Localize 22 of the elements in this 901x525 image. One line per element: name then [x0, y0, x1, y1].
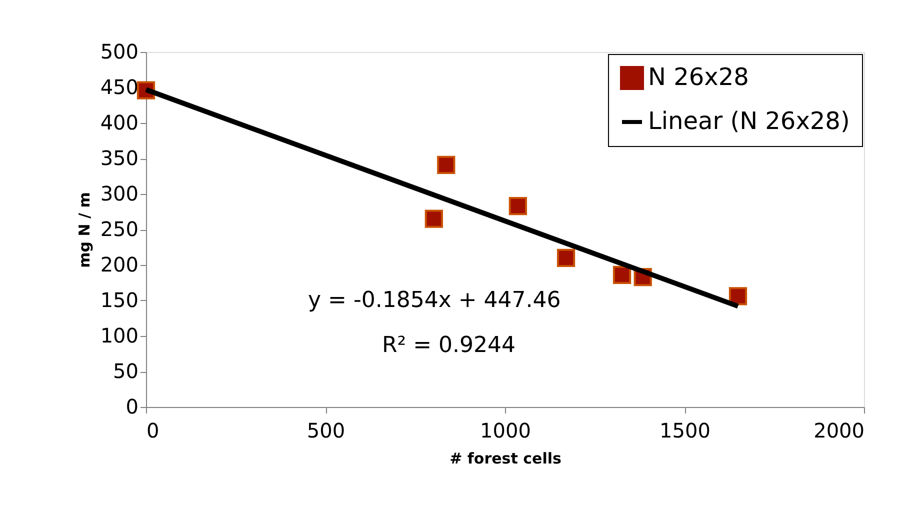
y-tick-label: 0	[126, 394, 138, 418]
annotation: R² = 0.9244	[382, 333, 516, 358]
y-tick-label: 450	[100, 75, 138, 99]
annotation: y = -0.1854x + 447.46	[308, 288, 561, 313]
y-tick-label: 300	[100, 182, 138, 206]
x-tick-label: 0	[146, 418, 160, 442]
legend-label: N 26x28	[648, 63, 749, 91]
y-axis-title: mg N / m	[75, 192, 94, 268]
x-tick-label: 1000	[480, 418, 531, 442]
y-tick-label: 200	[100, 252, 138, 276]
y-tick-label: 400	[100, 110, 138, 134]
y-tick-label: 50	[113, 359, 138, 383]
y-tick-label: 250	[100, 217, 138, 241]
x-axis-title: # forest cells	[450, 450, 562, 468]
legend-label: Linear (N 26x28)	[648, 107, 850, 135]
y-tick-label: 350	[100, 146, 138, 170]
x-tick-label: 1500	[660, 418, 710, 442]
y-tick-label: 500	[100, 40, 138, 64]
x-tick-label: 2000	[814, 418, 864, 442]
y-tick-label: 100	[100, 324, 138, 348]
x-tick-label: 500	[306, 418, 346, 442]
y-tick-label: 150	[100, 288, 138, 312]
